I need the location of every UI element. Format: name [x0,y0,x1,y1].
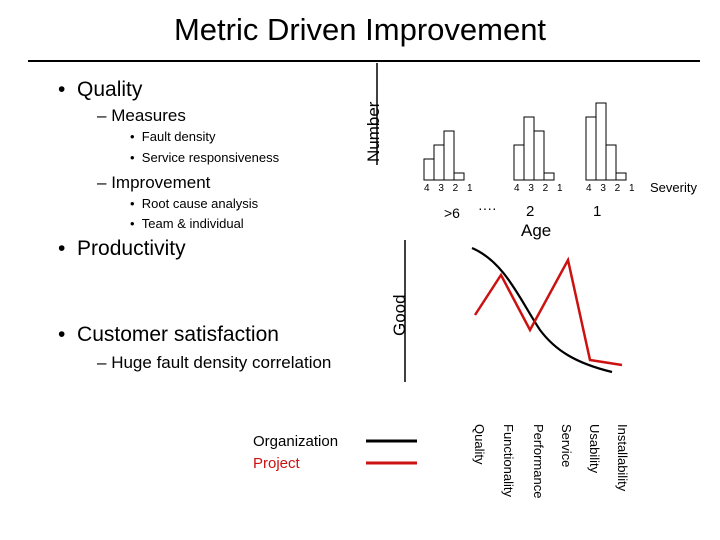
title-divider [28,60,700,62]
histogram-bar [433,144,445,181]
histogram-bar [605,144,617,181]
bullet-root-cause: • Root cause analysis [130,196,259,211]
bullet-quality: • Quality [58,78,143,101]
bullet-productivity: • Productivity [58,237,186,260]
histogram-bars [423,102,627,181]
histogram-bar [595,102,607,181]
bullet-customer-satisfaction: • Customer satisfaction [58,323,279,346]
project-line [473,256,623,367]
bullet-fault-density: • Fault density [130,129,216,144]
group-2-ticks: 4 3 2 1 [514,183,566,194]
group-3-ticks: 4 3 2 1 [586,183,638,194]
group-1-ticks: 4 3 2 1 [424,183,476,194]
page-title: Metric Driven Improvement [173,12,547,47]
histogram-bar [585,116,597,181]
bullet-team-individual: • Team & individual [130,216,244,231]
histogram-bar [423,158,435,181]
legend-project-label: Project [253,455,300,472]
legend-organization-label: Organization [253,433,339,450]
histogram-bar [533,130,545,181]
age-group-1-label: >6 [444,205,460,221]
bullet-improvement: – Improvement [97,173,211,192]
bullet-service-responsiveness: • Service responsiveness [130,150,280,165]
severity-label: Severity [650,180,697,195]
histogram-bar [615,172,627,181]
histogram-bar [513,144,525,181]
age-axis-label: Age [521,221,552,240]
histogram-bar [453,172,465,181]
bullet-huge-fault-density: – Huge fault density correlation [97,353,332,372]
age-group-3-label: 1 [593,203,602,220]
organization-line [471,246,613,374]
bullet-measures: – Measures [97,106,186,125]
histogram-bar [443,130,455,181]
age-group-2-label: 2 [526,203,535,220]
histogram-bar [543,172,555,181]
histogram-bar [523,116,535,181]
age-ellipsis: ···· [478,200,497,216]
